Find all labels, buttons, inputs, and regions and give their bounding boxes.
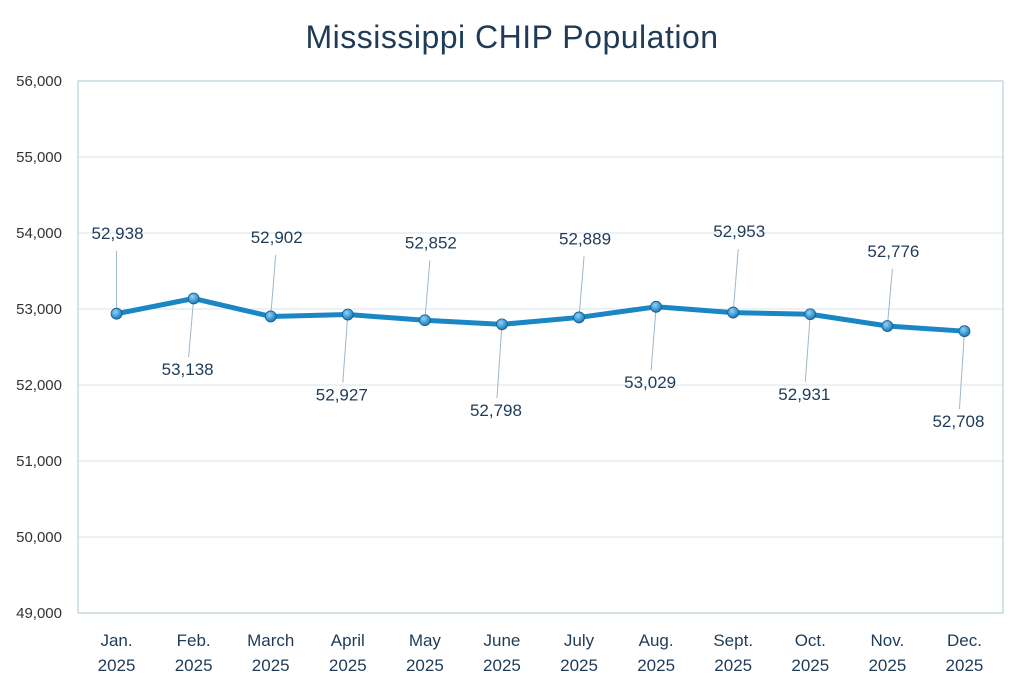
leader-line (342, 314, 349, 383)
data-label: 53,138 (162, 360, 214, 379)
data-label: 52,931 (778, 385, 830, 404)
data-labels: 52,938 53,138 52,902 52,927 52,852 52,798 52,8… (92, 222, 985, 431)
y-tick-label: 52,000 (16, 377, 62, 394)
leader-line (424, 260, 431, 321)
y-tick-label: 51,000 (16, 453, 62, 470)
leader-line (804, 314, 811, 383)
x-tick-label-year: 2025 (714, 656, 752, 675)
data-point-marker (881, 320, 894, 332)
leader-line (958, 331, 965, 410)
leader-line (578, 256, 585, 318)
data-point-marker (264, 310, 277, 323)
x-tick-label-year: 2025 (868, 656, 906, 675)
x-tick-label-month: March (247, 631, 294, 650)
leader-line (886, 268, 893, 327)
data-label: 52,953 (713, 222, 765, 241)
x-tick-label-month: June (484, 631, 521, 650)
data-point-marker (727, 306, 740, 319)
data-point-marker (573, 311, 585, 324)
data-label: 52,938 (92, 224, 144, 243)
x-tick-label-year: 2025 (406, 656, 444, 675)
data-point-marker (187, 292, 200, 305)
y-tick-label: 54,000 (16, 225, 62, 242)
x-tick-label-year: 2025 (946, 656, 984, 675)
x-axis: Jan. 2025 Feb. 2025 March 2025 April 2025 May 202… (98, 631, 984, 675)
x-tick-label-month: Feb. (177, 631, 211, 650)
data-label: 52,776 (867, 242, 919, 261)
x-tick-label-year: 2025 (175, 656, 213, 675)
x-tick-label-month: April (331, 631, 365, 650)
series-line (114, 296, 967, 334)
x-tick-label-month: Nov. (871, 631, 905, 650)
chart-title: Mississippi CHIP Population (305, 19, 718, 55)
plot-area (77, 80, 1004, 614)
x-tick-label-year: 2025 (329, 656, 367, 675)
leader-line (496, 324, 503, 399)
y-tick-label: 53,000 (16, 301, 62, 318)
data-point-marker (650, 300, 663, 313)
data-point-marker (110, 307, 123, 320)
data-point-marker (958, 325, 971, 338)
x-tick-label-year: 2025 (791, 656, 829, 675)
x-tick-label-month: May (409, 631, 442, 650)
markers (110, 292, 971, 338)
data-label: 52,889 (559, 229, 611, 248)
gridlines (78, 80, 1003, 614)
leader-line (732, 249, 739, 313)
data-label: 52,927 (316, 386, 368, 405)
y-axis: 49,000 50,000 51,000 52,000 53,000 54,000 55,0… (16, 73, 62, 622)
x-tick-label-year: 2025 (560, 656, 598, 675)
leader-line (270, 254, 277, 317)
x-tick-label-month: Oct. (795, 631, 826, 650)
data-point-marker (804, 308, 817, 321)
x-tick-label-month: Aug. (639, 631, 674, 650)
data-label: 52,798 (470, 401, 522, 420)
leader-line (650, 306, 657, 371)
data-point-marker (418, 314, 431, 327)
x-tick-label-year: 2025 (483, 656, 521, 675)
y-tick-label: 56,000 (16, 73, 62, 90)
x-tick-label-month: Sept. (713, 631, 753, 650)
x-tick-label-month: Dec. (947, 631, 982, 650)
data-label: 53,029 (624, 373, 676, 392)
x-tick-label-year: 2025 (252, 656, 290, 675)
data-label: 52,852 (405, 233, 457, 252)
x-tick-label-month: July (564, 631, 595, 650)
data-point-marker (496, 318, 508, 331)
data-label: 52,708 (932, 412, 984, 431)
data-point-marker (341, 308, 354, 321)
x-tick-label-month: Jan. (100, 631, 132, 650)
leader-line (188, 298, 195, 358)
data-label: 52,902 (251, 228, 303, 247)
y-tick-label: 49,000 (16, 605, 62, 622)
x-tick-label-year: 2025 (98, 656, 136, 675)
y-tick-label: 50,000 (16, 529, 62, 546)
label-leaders (116, 249, 965, 410)
y-tick-label: 55,000 (16, 149, 62, 166)
series-line-group (114, 296, 967, 334)
x-tick-label-year: 2025 (637, 656, 675, 675)
